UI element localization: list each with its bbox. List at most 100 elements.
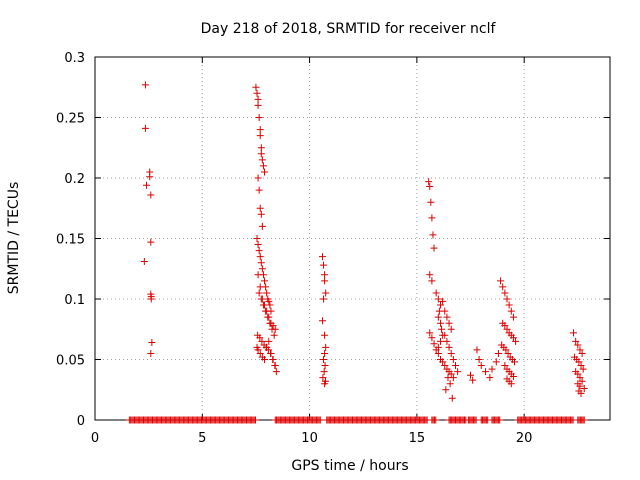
- data-point: [321, 349, 329, 357]
- data-point: [255, 186, 263, 194]
- data-point: [259, 301, 267, 309]
- x-axis-label: GPS time / hours: [291, 458, 408, 474]
- data-point: [509, 372, 517, 380]
- data-point: [322, 343, 330, 351]
- data-point: [147, 238, 155, 246]
- data-point: [256, 349, 264, 357]
- data-point: [436, 319, 444, 327]
- data-point: [143, 181, 150, 189]
- data-point: [252, 83, 260, 91]
- data-point: [432, 416, 440, 424]
- data-point: [322, 289, 330, 297]
- data-point: [261, 168, 269, 176]
- y-tick-label: 0.15: [56, 233, 85, 248]
- data-point: [504, 349, 512, 357]
- data-point: [320, 261, 328, 269]
- data-point: [256, 253, 264, 261]
- data-point: [575, 358, 583, 366]
- y-tick-label: 0: [77, 414, 85, 429]
- data-point: [254, 95, 262, 103]
- data-point: [258, 265, 266, 273]
- data-point: [434, 295, 442, 303]
- data-point: [148, 339, 156, 347]
- data-point: [441, 331, 449, 339]
- data-point: [256, 204, 264, 212]
- data-point: [255, 114, 263, 121]
- data-point: [434, 313, 442, 321]
- data-point: [253, 235, 261, 242]
- data-point: [452, 362, 459, 370]
- data-point: [265, 297, 273, 305]
- data-point: [449, 374, 457, 382]
- data-point: [580, 416, 588, 424]
- data-point: [447, 349, 455, 357]
- data-point: [494, 349, 502, 357]
- data-point: [140, 257, 148, 265]
- data-point: [253, 89, 261, 97]
- data-point: [509, 334, 517, 342]
- data-point: [432, 346, 440, 354]
- y-tick-label: 0.05: [56, 354, 85, 369]
- data-point: [318, 317, 326, 325]
- data-point: [256, 334, 264, 342]
- data-point: [572, 337, 580, 345]
- data-point: [469, 376, 477, 384]
- data-point: [512, 337, 520, 345]
- data-point: [254, 241, 262, 249]
- data-point: [269, 356, 277, 363]
- data-point: [446, 380, 454, 388]
- x-tick-label: 5: [198, 431, 206, 446]
- data-point: [270, 331, 278, 339]
- data-point: [430, 340, 438, 348]
- data-point: [574, 370, 582, 378]
- grid: [95, 57, 610, 420]
- data-point: [443, 313, 451, 321]
- data-point: [266, 319, 274, 327]
- data-point: [429, 231, 437, 239]
- data-point: [257, 144, 265, 152]
- data-point: [434, 349, 442, 357]
- data-point: [502, 346, 510, 354]
- data-point: [499, 283, 507, 291]
- data-point: [445, 319, 453, 327]
- data-point: [426, 182, 434, 190]
- data-point: [321, 331, 329, 339]
- data-point: [507, 307, 515, 315]
- data-point: [261, 277, 269, 285]
- data-point: [263, 289, 271, 297]
- data-point: [438, 325, 446, 333]
- data-point: [447, 325, 455, 333]
- data-point: [254, 174, 262, 182]
- data-point: [321, 277, 329, 285]
- y-tick-label: 0.1: [64, 293, 85, 308]
- data-point: [501, 322, 509, 330]
- data-point: [439, 358, 447, 366]
- data-point: [258, 337, 266, 345]
- data-point: [443, 337, 451, 345]
- data-point: [576, 382, 584, 390]
- data-point: [432, 289, 440, 297]
- data-point: [441, 307, 449, 315]
- data-point: [321, 271, 329, 279]
- data-point: [570, 329, 578, 337]
- data-point: [441, 362, 449, 370]
- data-point: [447, 370, 455, 378]
- data-point: [578, 377, 586, 385]
- data-point: [501, 362, 509, 370]
- chart-title: Day 218 of 2018, SRMTID for receiver ncl…: [201, 21, 497, 37]
- data-point: [477, 362, 485, 370]
- data-point: [576, 346, 584, 354]
- data-point: [511, 358, 519, 366]
- data-point: [492, 358, 500, 366]
- data-point: [267, 349, 275, 357]
- data-point: [256, 126, 264, 134]
- data-point: [265, 337, 273, 345]
- data-point: [271, 362, 279, 370]
- data-point: [501, 289, 509, 297]
- data-point: [496, 416, 504, 424]
- data-point: [264, 346, 272, 354]
- data-point: [454, 368, 462, 376]
- data-point: [318, 253, 326, 261]
- data-point: [577, 389, 585, 397]
- y-tick-label: 0.2: [64, 172, 85, 187]
